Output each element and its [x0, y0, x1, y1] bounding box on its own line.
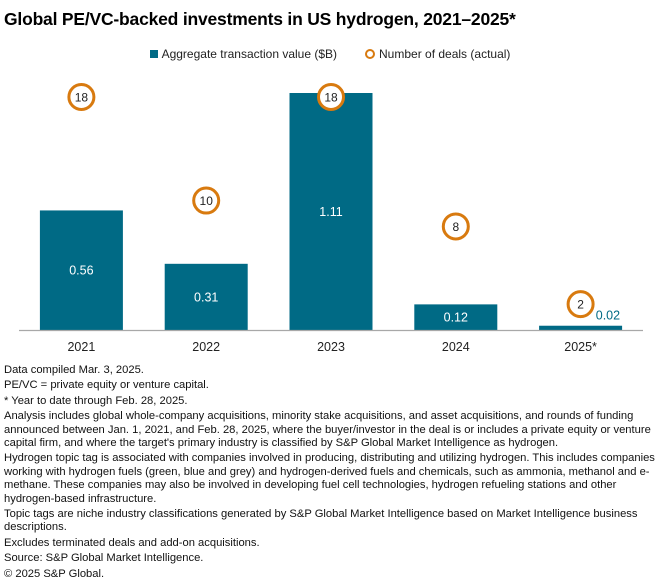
deal-count-label: 18 — [75, 91, 89, 105]
deal-marker — [192, 186, 221, 215]
x-tick-label: 2023 — [317, 340, 345, 354]
note-analysis: Analysis includes global whole-company a… — [4, 410, 651, 450]
bar-value-label: 0.31 — [194, 290, 218, 304]
bar-value-label: 0.56 — [69, 264, 93, 278]
note-source: Source: S&P Global Market Intelligence. — [4, 552, 204, 565]
deal-count-label: 18 — [324, 91, 338, 105]
deal-marker — [317, 83, 345, 111]
deal-count-label: 10 — [200, 194, 214, 208]
chart-notes: Data compiled Mar. 3, 2025. PE/VC = priv… — [4, 364, 658, 583]
x-tick-label: 2021 — [67, 340, 95, 354]
note-compiled: Data compiled Mar. 3, 2025. — [4, 364, 144, 376]
deal-marker — [67, 83, 96, 111]
note-copyright: © 2025 S&P Global. — [4, 567, 105, 580]
deal-count-label: 8 — [452, 220, 459, 234]
x-tick-label: 2022 — [192, 340, 220, 354]
deal-marker — [566, 290, 595, 319]
bar-value-label: 1.11 — [319, 205, 342, 219]
legend-label-deals: Number of deals (actual) — [379, 47, 511, 61]
x-tick-label: 2024 — [442, 340, 470, 354]
bar — [39, 210, 123, 330]
ring-marker-icon — [365, 49, 376, 59]
chart-title: Global PE/VC-backed investments in US hy… — [4, 9, 516, 29]
note-pevc: PE/VC = private equity or venture capita… — [4, 379, 209, 392]
deal-count-label: 2 — [577, 298, 584, 312]
chart-plot: 0.56 2021 18 0.31 2022 10 1.11 2023 18 0.12 2024 8 0… — [19, 83, 643, 354]
legend-item-value: Aggregate transaction value ($B) — [149, 47, 338, 61]
legend: Aggregate transaction value ($B) Number … — [0, 47, 660, 61]
bar-value-label: 0.02 — [596, 309, 620, 323]
legend-label-value: Aggregate transaction value ($B) — [161, 47, 338, 61]
bar-value-label: 0.12 — [444, 311, 468, 325]
note-ytd: * Year to date through Feb. 28, 2025. — [4, 394, 188, 407]
bar — [414, 304, 498, 330]
deal-marker — [441, 212, 470, 241]
bar-swatch-icon — [149, 50, 158, 58]
note-exclusions: Excludes terminated deals and add-on acq… — [4, 536, 260, 549]
x-tick-label: 2025* — [564, 340, 597, 354]
bar — [539, 325, 623, 330]
note-hydrogen-tag: Hydrogen topic tag is associated with co… — [4, 452, 655, 505]
note-topic-tags: Topic tags are niche industry classifica… — [4, 508, 638, 534]
bar — [289, 93, 373, 330]
bar — [164, 263, 248, 330]
legend-item-deals: Number of deals (actual) — [365, 47, 510, 61]
